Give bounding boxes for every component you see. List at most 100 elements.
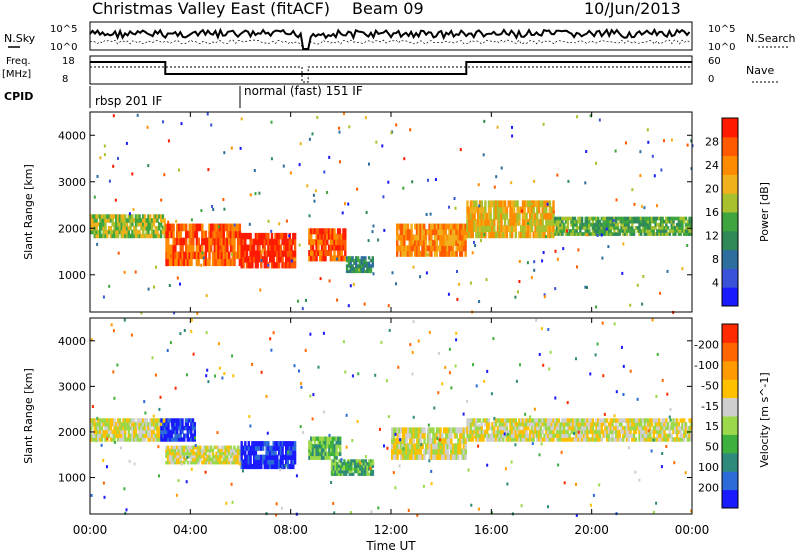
heatmap-cell [165,237,168,246]
heatmap-cell [421,427,424,434]
heatmap-cell [582,437,586,442]
heatmap-cell [503,206,507,214]
heatmap-cell [359,472,362,476]
heatmap-cell [328,444,331,449]
heatmap-cell [681,418,684,423]
heatmap-cell [254,262,258,269]
heatmap-cell [446,432,449,439]
heatmap-cell [104,214,107,219]
heatmap-cell [462,443,466,450]
heatmap-cell [387,180,390,184]
heatmap-cell [459,245,462,252]
heatmap-cell [113,422,116,427]
heatmap-cell [270,232,274,240]
heatmap-cell [539,437,543,442]
heatmap-cell [654,418,657,423]
heatmap-cell [412,448,415,455]
heatmap-cell [308,444,311,449]
nsky-label: N.Sky [4,32,36,45]
heatmap-cell [204,251,208,260]
heatmap-cell [649,418,652,423]
heatmap-cell [405,448,408,455]
heatmap-cell [425,271,428,275]
heatmap-cell [213,460,216,465]
heatmap-cell [503,432,506,436]
heatmap-cell [288,463,291,470]
heatmap-cell [172,457,175,462]
heatmap-cell [355,256,358,260]
heatmap-cell [661,433,664,438]
heatmap-cell [668,415,671,419]
heatmap-cell [213,223,216,232]
heatmap-cell [191,422,195,427]
heatmap-cell [238,223,242,232]
heatmap-cell [536,225,539,232]
heatmap-cell [486,219,489,226]
heatmap-cell [478,206,482,214]
heatmap-cell [353,267,356,271]
heatmap-cell [623,433,627,438]
heatmap-cell [467,468,470,472]
heatmap-cell [103,153,106,157]
heatmap-cell [118,226,122,231]
heatmap-cell [409,128,412,132]
heatmap-cell [683,433,686,438]
heatmap-cell [570,429,573,435]
heatmap-cell [555,222,559,227]
heatmap-cell [615,219,618,224]
heatmap-cell [464,250,467,257]
heatmap-cell [684,232,688,236]
heatmap-cell [167,251,170,260]
heatmap-cell [322,250,325,256]
heatmap-cell [224,223,227,232]
heatmap-cell [453,454,457,460]
heatmap-cell [134,226,138,231]
heatmap-cell [546,437,550,442]
heatmap-cell [593,226,596,230]
heatmap-cell [552,206,555,214]
heatmap-cell [149,437,152,442]
heatmap-cell [118,433,122,438]
heatmap-cell [381,144,384,148]
heatmap-cell [509,206,512,214]
heatmap-cell [417,448,421,455]
heatmap-cell [650,418,654,423]
heatmap-cell [399,239,402,246]
heatmap-cell [311,239,315,246]
noise-sky-line [89,27,691,50]
heatmap-cell [244,454,247,460]
heatmap-cell [174,460,177,465]
colorbar-swatch [722,489,738,509]
heatmap-cell [350,464,353,468]
heatmap-cell [120,226,123,231]
heatmap-cell [586,216,589,221]
heatmap-cell [310,228,313,235]
heatmap-cell [509,219,512,226]
heatmap-cell [484,231,487,239]
heatmap-cell [222,460,225,465]
heatmap-cell [162,120,164,124]
heatmap-cell [360,258,363,263]
heatmap-cell [170,448,173,453]
heatmap-cell [190,437,193,442]
heatmap-cell [417,427,421,434]
heatmap-cell [430,469,433,473]
heatmap-cell [186,251,190,260]
heatmap-cell [627,229,630,233]
heatmap-cell [417,443,421,450]
heatmap-cell [441,443,444,450]
heatmap-cell [341,462,344,466]
heatmap-cell [591,418,595,423]
heatmap-cell [408,245,411,252]
heatmap-cell [681,219,684,224]
heatmap-cell [561,422,564,427]
heatmap-cell [181,251,184,260]
heatmap-cell [426,229,429,236]
heatmap-cell [491,437,494,442]
heatmap-cell [511,206,514,214]
heatmap-cell [408,427,412,434]
heatmap-cell [269,445,272,451]
heatmap-cell [521,425,525,431]
heatmap-cell [600,437,603,442]
heatmap-cell [145,226,148,231]
